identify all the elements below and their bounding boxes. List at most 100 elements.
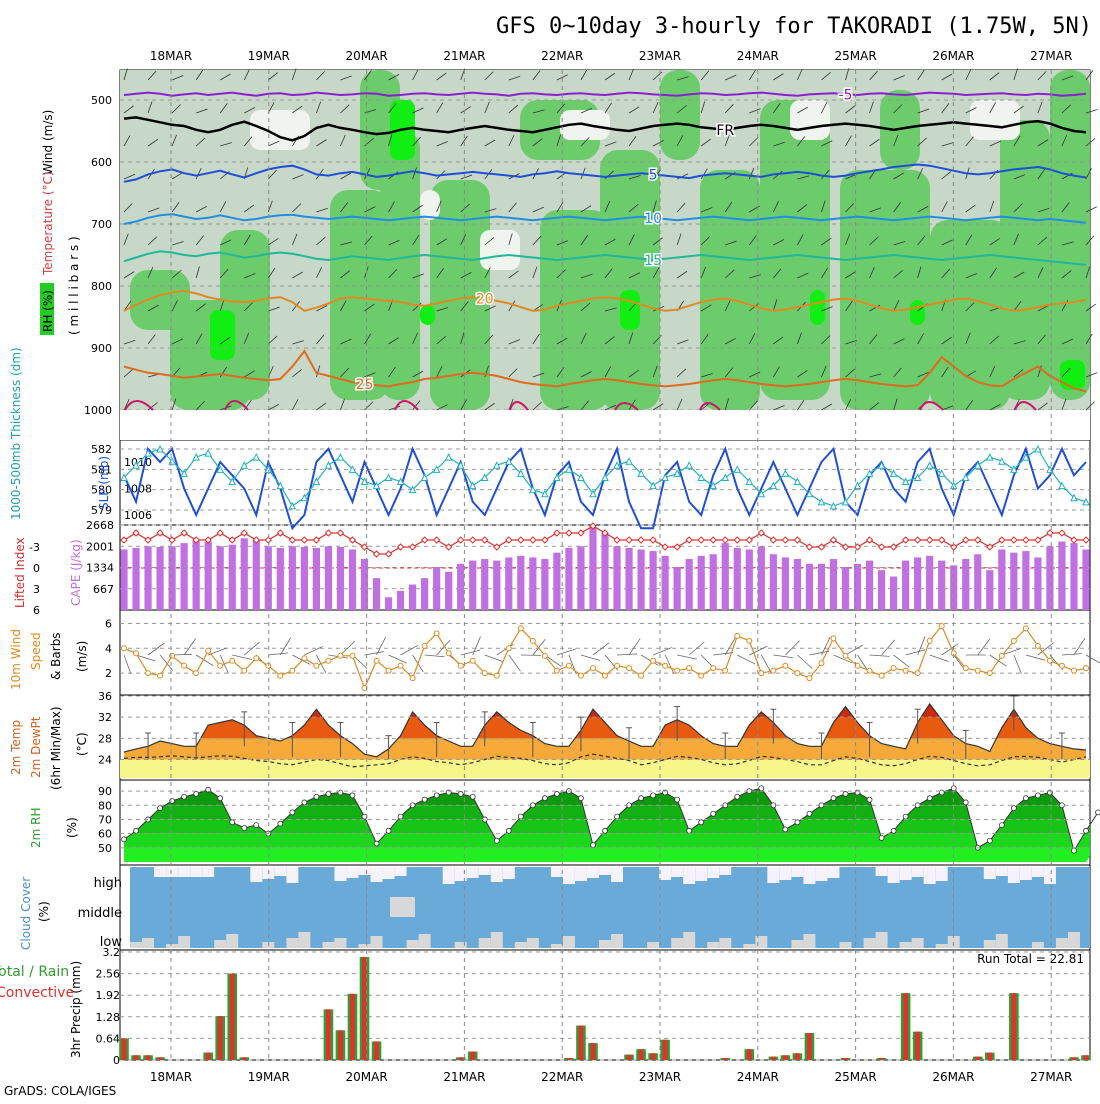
wind-speed-marker — [663, 663, 668, 668]
precip-bar-convective — [627, 1055, 632, 1060]
cape-bar — [818, 564, 825, 610]
rh-unit-label: (%) — [65, 817, 79, 838]
cape-bar — [156, 547, 163, 610]
cape-tick: 2668 — [86, 519, 114, 532]
precip-legend-conv: Convective — [0, 985, 74, 1001]
date-label-bottom: 21MAR — [443, 1070, 485, 1084]
precip-bar-convective — [807, 1033, 812, 1060]
wind-speed-marker — [627, 666, 632, 671]
wind-tick: 2 — [105, 667, 112, 680]
rh-marker — [1071, 848, 1076, 853]
low-cloud-patch — [864, 938, 876, 948]
cape-bar — [217, 546, 224, 610]
precip-bar-convective — [374, 1041, 379, 1060]
precip-bar-convective — [975, 1057, 980, 1060]
cape-bar — [1058, 542, 1065, 610]
date-label-top: 27MAR — [1030, 49, 1072, 63]
rh-marker — [542, 796, 547, 801]
wind-speed-marker — [915, 671, 920, 676]
wind-speed-marker — [170, 653, 175, 658]
precip-tick: 0.64 — [96, 1032, 121, 1045]
wind-speed-marker — [927, 638, 932, 643]
cape-bar — [577, 546, 584, 610]
date-label-bottom: 25MAR — [835, 1070, 877, 1084]
rh-marker — [651, 793, 656, 798]
high-cloud-gap — [599, 867, 611, 875]
rh-marker — [795, 820, 800, 825]
low-cloud-patch — [527, 938, 539, 948]
rh-marker — [615, 814, 620, 819]
rh-saturated-region — [420, 305, 435, 325]
cape-bar — [397, 591, 404, 610]
precip-bar-convective — [567, 1058, 572, 1060]
wind-speed-marker — [254, 656, 259, 661]
wind-speed-marker — [206, 648, 211, 653]
cape-bar — [938, 561, 945, 610]
cape-bar — [866, 561, 873, 610]
low-cloud-patch — [371, 936, 383, 948]
rh-marker — [639, 796, 644, 801]
rh-marker — [879, 835, 884, 840]
wind-speed-marker — [314, 663, 319, 668]
precip-bar-convective — [470, 1052, 475, 1060]
precip-bar-convective — [915, 1032, 920, 1060]
high-cloud-gap — [1032, 867, 1044, 877]
high-cloud-gap — [154, 867, 166, 877]
precip-bar-convective — [134, 1055, 139, 1060]
date-label-top: 18MAR — [150, 49, 192, 63]
low-cloud-patch — [611, 934, 623, 948]
dewpt2m-label: 2m DewPt — [29, 716, 43, 778]
isotherm-label: FR — [716, 123, 734, 139]
millibars-label: ( m i l l i b a r s ) — [67, 236, 81, 335]
rh-moist-region — [760, 100, 830, 400]
low-cloud-patch — [599, 940, 611, 948]
cape-bar — [409, 585, 416, 610]
precip-bar-convective — [591, 1043, 596, 1060]
rh-marker — [1011, 806, 1016, 811]
rh-marker — [278, 821, 283, 826]
high-cloud-gap — [395, 867, 407, 876]
precip-legend-total: Total / Rain — [0, 964, 69, 980]
precip-bar-convective — [639, 1049, 644, 1060]
cape-label: CAPE (J/kg) — [69, 539, 83, 606]
low-cloud-patch — [298, 932, 310, 948]
cape-bar — [698, 556, 705, 610]
rh-marker — [122, 837, 127, 842]
isotherm-label: 15 — [644, 253, 662, 269]
wind-speed-marker — [458, 663, 463, 668]
low-cloud-patch — [322, 942, 334, 948]
pressure-tick: 900 — [91, 342, 112, 355]
wind-speed-marker — [651, 658, 656, 663]
wind-speed-marker — [278, 673, 283, 678]
temp-labels: 2m Temp 2m DewPt (6hr Min/Max) (°C) — [9, 707, 89, 791]
wind-speed-marker — [554, 668, 559, 673]
wind-speed-marker — [482, 671, 487, 676]
rh-marker — [699, 820, 704, 825]
cape-bar — [469, 561, 476, 610]
date-label-top: 23MAR — [639, 49, 681, 63]
precip-tick: 0 — [113, 1054, 120, 1067]
cape-bar — [373, 578, 380, 610]
precip-bar-convective — [723, 1058, 728, 1060]
wind-speed-marker — [146, 671, 151, 676]
rh-dry-region — [420, 190, 440, 220]
li-tick: -3 — [29, 541, 40, 554]
wind-speed-marker — [735, 633, 740, 638]
rh-moist-region — [660, 70, 700, 160]
high-cloud-gap — [683, 867, 695, 884]
cape-bar — [890, 577, 897, 610]
cape-bar — [132, 548, 139, 610]
wind-speed-marker — [987, 671, 992, 676]
rh-moist-region — [380, 130, 420, 400]
low-cloud-patch — [900, 942, 912, 948]
high-cloud-gap — [876, 867, 888, 876]
rh-marker — [518, 814, 523, 819]
rh-marker — [290, 810, 295, 815]
cape-bar — [686, 559, 693, 610]
high-cloud-gap — [984, 867, 996, 879]
minmax-label: (6hr Min/Max) — [49, 707, 63, 791]
rh-dry-region — [970, 100, 1020, 140]
wind-speed-marker — [939, 623, 944, 628]
